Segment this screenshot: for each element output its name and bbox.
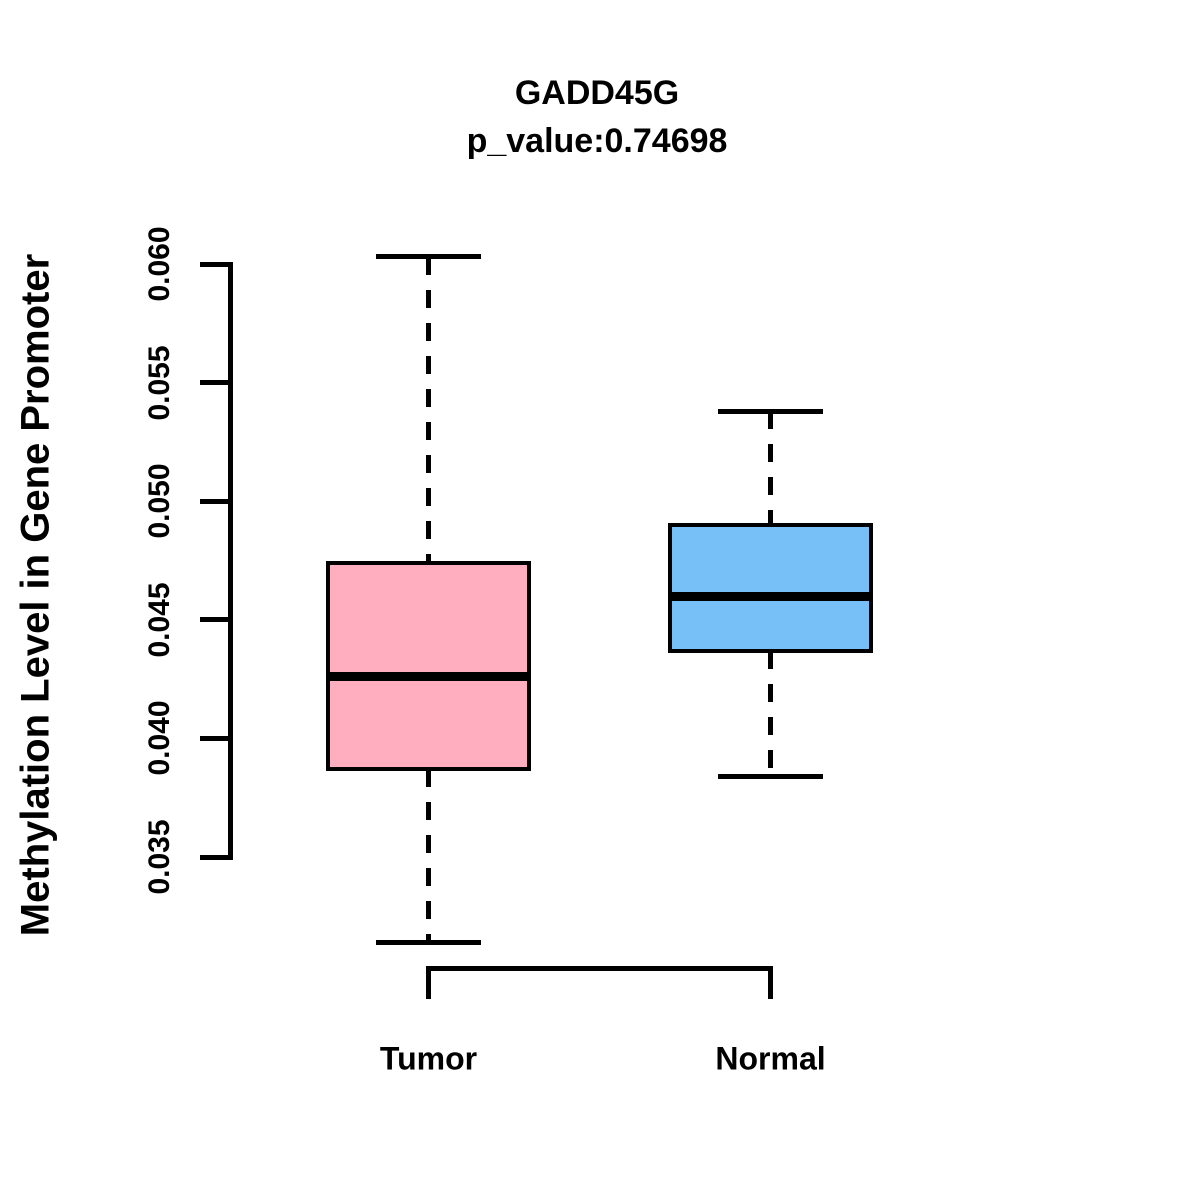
y-tick-label: 0.050: [143, 463, 176, 539]
y-tick-label: 0.045: [143, 582, 176, 658]
y-tick-label: 0.040: [143, 700, 176, 776]
whisker-cap-lower-normal: [718, 773, 823, 779]
whisker-lower-tumor: [426, 769, 431, 943]
y-tick: [200, 498, 230, 504]
y-tick-label: 0.060: [143, 226, 176, 302]
chart-title: GADD45G: [514, 74, 680, 112]
y-tick: [200, 380, 230, 386]
chart-subtitle: p_value:0.74698: [466, 122, 728, 160]
whisker-upper-normal: [768, 411, 773, 525]
whisker-cap-upper-normal: [718, 408, 823, 414]
x-tick-label-tumor: Tumor: [379, 1040, 478, 1077]
y-tick: [200, 617, 230, 623]
whisker-cap-upper-tumor: [376, 254, 481, 260]
y-tick-label: 0.035: [143, 819, 176, 895]
median-tumor: [326, 672, 531, 682]
y-axis-label: Methylation Level in Gene Promoter: [13, 253, 58, 937]
whisker-cap-lower-tumor: [376, 939, 481, 945]
y-tick-label: 0.055: [143, 345, 176, 421]
x-axis-bracket: [426, 966, 773, 999]
whisker-lower-normal: [768, 650, 773, 777]
y-axis-line: [228, 261, 233, 860]
y-tick: [200, 261, 230, 267]
y-tick: [200, 854, 230, 860]
y-tick: [200, 735, 230, 741]
box-tumor: [326, 560, 531, 772]
whisker-upper-tumor: [426, 256, 431, 563]
x-tick-label-normal: Normal: [715, 1040, 826, 1077]
box-normal: [668, 522, 873, 653]
median-normal: [668, 591, 873, 601]
